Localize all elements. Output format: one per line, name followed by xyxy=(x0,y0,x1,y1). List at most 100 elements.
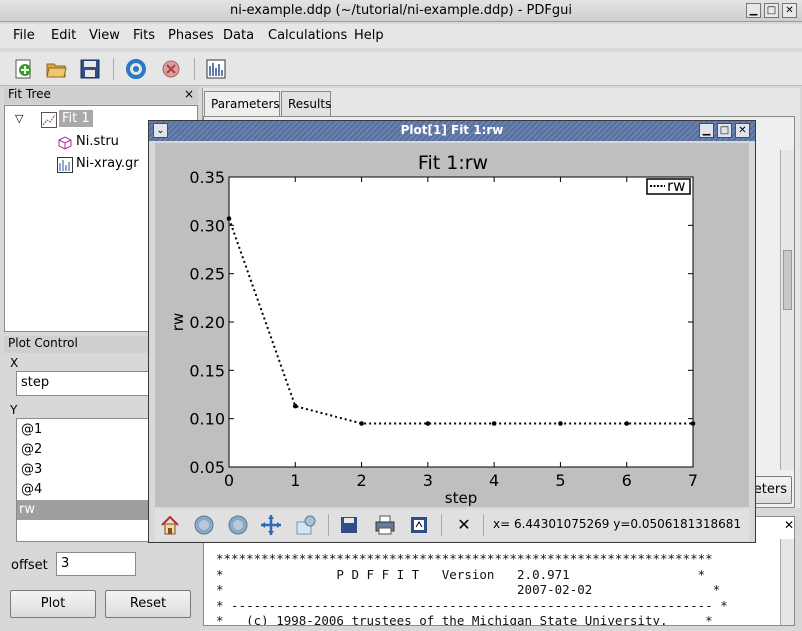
series-line-rw xyxy=(228,218,693,425)
plot-button[interactable]: Plot xyxy=(10,590,96,618)
data-point xyxy=(425,421,431,426)
toolbar-separator xyxy=(113,58,114,80)
fit-tree-header: Fit Tree × xyxy=(4,87,198,104)
menu-edit[interactable]: Edit xyxy=(51,28,77,43)
window-titlebar: ni-example.ddp (~/tutorial/ni-example.dd… xyxy=(0,0,802,22)
open-folder-icon[interactable] xyxy=(45,58,67,80)
data-point xyxy=(226,216,232,221)
tree-item-fit-1[interactable]: Fit 1 xyxy=(59,110,93,127)
x-tick-label: 0 xyxy=(224,471,234,490)
scrollbar-thumb[interactable] xyxy=(783,250,792,310)
x-label: X xyxy=(10,356,19,370)
legend-label-rw: rw xyxy=(667,177,685,195)
menu-help[interactable]: Help xyxy=(354,28,384,43)
maximize-button[interactable]: □ xyxy=(764,3,779,18)
close-window-button[interactable]: ✕ xyxy=(782,3,797,18)
tab-results[interactable]: Results xyxy=(281,91,331,116)
x-axis-label: step xyxy=(445,489,477,507)
menu-file[interactable]: File xyxy=(13,28,35,43)
y-list[interactable] xyxy=(16,418,156,542)
console-close-icon[interactable]: ✕ xyxy=(784,518,795,532)
menu-phases[interactable]: Phases xyxy=(168,28,214,43)
zoom-icon[interactable] xyxy=(295,514,317,536)
collapse-triangle-icon[interactable]: ▽ xyxy=(15,112,24,125)
x-tick-label: 5 xyxy=(555,471,565,490)
data-point xyxy=(292,403,298,409)
structure-icon xyxy=(57,135,73,151)
x-tick-label: 6 xyxy=(622,471,632,490)
plot-window-titlebar[interactable]: ⌄ Plot[1] Fit 1:rw ▁ □ ✕ xyxy=(149,121,755,141)
x-tick-label: 7 xyxy=(688,471,698,490)
data-point xyxy=(491,421,497,426)
menu-fits[interactable]: Fits xyxy=(133,28,156,43)
y-tick-label: 0.25 xyxy=(189,265,225,284)
data-point xyxy=(690,421,696,426)
back-icon[interactable] xyxy=(193,514,215,536)
parameters-scrollbar[interactable] xyxy=(780,150,794,470)
y-label: Y xyxy=(10,403,18,417)
x-tick-label: 4 xyxy=(489,471,499,490)
plot-toolbar-separator xyxy=(483,514,484,536)
tree-item-ni-stru[interactable]: Ni.stru xyxy=(76,134,119,149)
x-field[interactable]: step xyxy=(16,371,156,396)
parameters-button[interactable]: eters xyxy=(720,476,792,504)
x-tick-label: 1 xyxy=(290,471,300,490)
y-tick-label: 0.10 xyxy=(189,410,225,429)
y-list-item[interactable]: @1 xyxy=(21,422,43,437)
window-menu-icon[interactable]: ⌄ xyxy=(153,123,168,138)
pan-icon[interactable] xyxy=(260,514,282,536)
offset-label: offset xyxy=(11,558,48,573)
new-fit-icon[interactable] xyxy=(13,58,35,80)
run-icon[interactable] xyxy=(125,58,147,80)
plot-control-title: Plot Control xyxy=(8,336,78,350)
reset-button[interactable]: Reset xyxy=(105,590,191,618)
minimize-button[interactable]: ▁ xyxy=(746,3,761,18)
menu-data[interactable]: Data xyxy=(223,28,255,43)
plot-maximize-button[interactable]: □ xyxy=(717,123,732,138)
plot-figure[interactable]: Fit 1:rw 0 1 2 3 4 5 6 7 0.05 0.10 0.15 0.20 0.25 0.3… xyxy=(155,143,749,507)
y-list-item[interactable]: @3 xyxy=(21,462,43,477)
plot-icon[interactable] xyxy=(205,58,227,80)
x-tick-label: 3 xyxy=(423,471,433,490)
rw-chart: Fit 1:rw 0 1 2 3 4 5 6 7 0.05 0.10 0.15 0.20 0.25 0.3… xyxy=(169,152,698,507)
axes-background xyxy=(228,176,694,468)
y-list-item[interactable]: @2 xyxy=(21,442,43,457)
tab-parameters[interactable]: Parameters xyxy=(204,91,280,116)
plot-window-title: Plot[1] Fit 1:rw xyxy=(400,123,504,137)
y-tick-label: 0.35 xyxy=(189,168,225,187)
menu-bar: File Edit View Fits Phases Data Calculat… xyxy=(0,24,802,48)
toolbar-separator xyxy=(194,58,195,80)
chart-title: Fit 1:rw xyxy=(418,152,488,174)
offset-field[interactable]: 3 xyxy=(56,552,136,576)
plot-save-icon[interactable] xyxy=(338,514,360,536)
data-point xyxy=(558,421,563,426)
y-tick-label: 0.05 xyxy=(189,458,225,477)
forward-icon[interactable] xyxy=(227,514,249,536)
coordinate-readout: x= 6.44301075269 y=0.0506181318681 xyxy=(493,517,742,531)
y-tick-label: 0.15 xyxy=(189,361,225,380)
save-icon[interactable] xyxy=(79,58,101,80)
console-scrollbar[interactable] xyxy=(780,539,794,625)
y-tick-label: 0.20 xyxy=(189,313,225,332)
close-plot-icon[interactable]: ✕ xyxy=(457,515,471,534)
chart-legend: rw xyxy=(646,177,691,195)
plot-close-button[interactable]: ✕ xyxy=(735,123,750,138)
window-title: ni-example.ddp (~/tutorial/ni-example.dd… xyxy=(229,3,572,18)
stop-icon[interactable] xyxy=(160,58,182,80)
home-icon[interactable] xyxy=(159,514,181,536)
menu-calculations[interactable]: Calculations xyxy=(268,28,348,43)
y-list-item[interactable]: @4 xyxy=(21,482,43,497)
y-list-item-selected[interactable]: rw xyxy=(17,500,155,520)
fit-icon xyxy=(41,112,57,128)
close-icon[interactable]: × xyxy=(183,87,194,101)
tree-item-ni-xray-gr[interactable]: Ni-xray.gr xyxy=(76,156,139,171)
plot-window: ⌄ Plot[1] Fit 1:rw ▁ □ ✕ Fit 1:rw 0 1 2 3 4 5… xyxy=(148,120,756,543)
data-point xyxy=(624,421,630,426)
menu-view[interactable]: View xyxy=(89,28,120,43)
plot-toolbar: ✕ x= 6.44301075269 y=0.0506181318681 xyxy=(155,509,749,541)
export-data-icon[interactable] xyxy=(408,514,430,536)
print-icon[interactable] xyxy=(374,514,396,536)
console-text: ****************************************… xyxy=(216,551,728,626)
plot-minimize-button[interactable]: ▁ xyxy=(699,123,714,138)
data-icon xyxy=(57,157,73,173)
